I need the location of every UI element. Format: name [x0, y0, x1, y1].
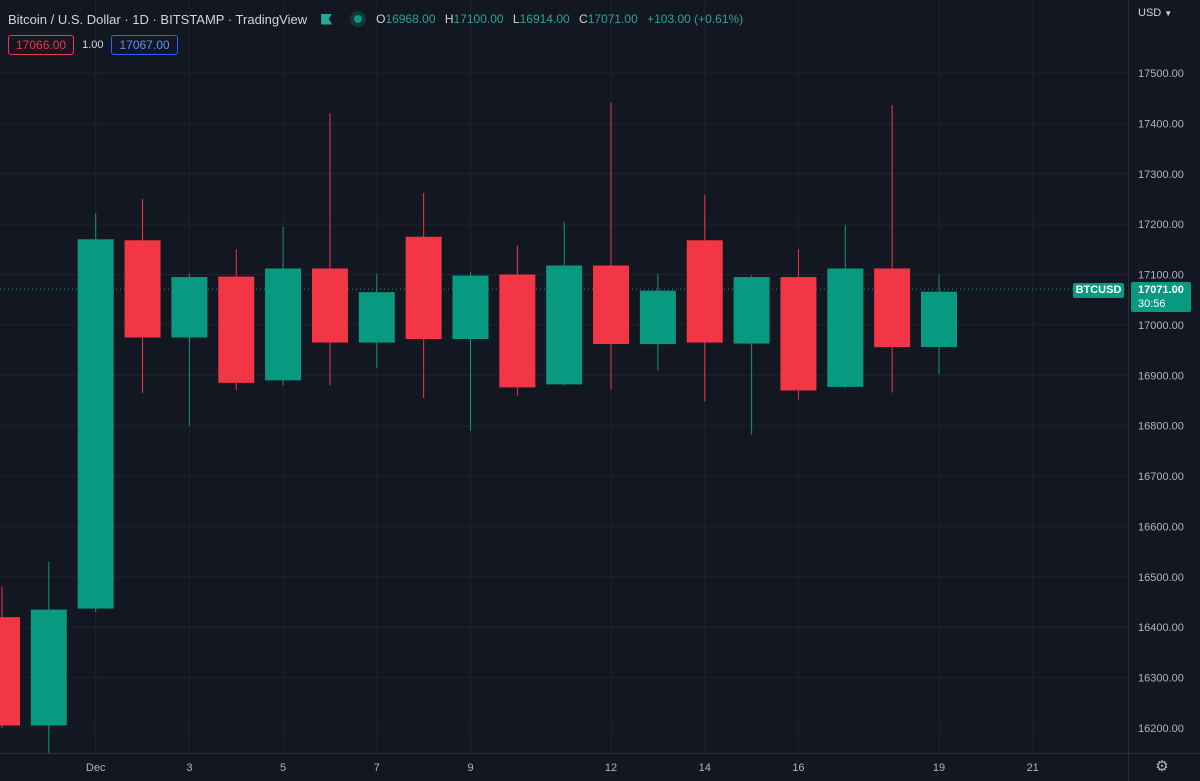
- candle-body: [499, 274, 536, 388]
- price-tick-label: 16400.00: [1138, 622, 1184, 634]
- candle-body: [30, 609, 67, 726]
- symbol-title[interactable]: Bitcoin / U.S. Dollar · 1D · BITSTAMP · …: [8, 11, 308, 27]
- ohlc-legend: O16968.00 H17100.00 L16914.00 C17071.00 …: [376, 12, 743, 26]
- open-value: 16968.00: [385, 12, 436, 26]
- candle-body: [874, 268, 911, 348]
- spread-value: 1.00: [82, 39, 104, 51]
- chevron-down-icon: ▼: [1164, 9, 1173, 18]
- candle-body: [639, 290, 676, 345]
- symbol-price-label: BTCUSD: [1073, 283, 1124, 298]
- candle-body: [405, 236, 442, 340]
- price-tick-label: 16200.00: [1138, 723, 1184, 735]
- market-status-icon: [354, 15, 363, 23]
- price-tick-label: 16800.00: [1138, 421, 1184, 433]
- price-tick-label: 16700.00: [1138, 471, 1184, 483]
- price-tick-label: 16900.00: [1138, 370, 1184, 382]
- candle-body: [358, 292, 395, 343]
- candle-body: [311, 268, 348, 343]
- price-change: +103.00 (+0.61%): [647, 12, 744, 26]
- buy-price-button[interactable]: 17067.00: [111, 35, 178, 55]
- high-label: H: [444, 12, 454, 26]
- price-tick-label: 17000.00: [1138, 320, 1184, 332]
- gear-icon[interactable]: ⚙: [1155, 758, 1169, 775]
- candle-body: [921, 291, 957, 348]
- sell-price-button[interactable]: 17066.00: [8, 35, 75, 55]
- price-tick-label: 16300.00: [1138, 673, 1184, 685]
- time-tick-label: 16: [792, 762, 804, 774]
- chart-header: Bitcoin / U.S. Dollar · 1D · BITSTAMP · …: [8, 10, 743, 28]
- time-tick-label: 5: [280, 762, 286, 774]
- candle-body: [546, 265, 583, 385]
- candle-body: [171, 277, 208, 338]
- price-tick-label: 17100.00: [1138, 270, 1184, 282]
- candle-body: [218, 276, 255, 383]
- trade-price-row: 17066.00 1.00 17067.00: [8, 35, 178, 55]
- currency-select[interactable]: USD ▼: [1138, 7, 1172, 19]
- time-tick-label: 19: [933, 762, 945, 774]
- candle-body: [0, 617, 20, 726]
- flag-icon[interactable]: [321, 13, 333, 25]
- time-tick-label: 9: [467, 762, 473, 774]
- candle-body: [686, 240, 723, 343]
- close-label: C: [579, 12, 588, 26]
- low-label: L: [512, 12, 520, 26]
- candle-body: [452, 275, 489, 340]
- currency-label: USD: [1138, 7, 1162, 19]
- price-tick-label: 16600.00: [1138, 521, 1184, 533]
- low-value: 16914.00: [519, 12, 570, 26]
- candle-body: [827, 268, 864, 387]
- price-tick-label: 17300.00: [1138, 169, 1184, 181]
- close-value: 17071.00: [587, 12, 638, 26]
- high-value: 17100.00: [453, 12, 504, 26]
- candle-body: [124, 240, 161, 338]
- time-tick-label: 21: [1027, 762, 1039, 774]
- time-tick-label: 7: [374, 762, 380, 774]
- price-tick-label: 17400.00: [1138, 118, 1184, 130]
- time-tick-label: Dec: [86, 762, 106, 774]
- time-tick-label: 12: [605, 762, 617, 774]
- open-label: O: [376, 12, 386, 26]
- price-tick-label: 17200.00: [1138, 219, 1184, 231]
- candle-body: [593, 265, 630, 345]
- candle-body: [77, 239, 114, 609]
- price-tick-label: 17500.00: [1138, 68, 1184, 80]
- candle-body: [780, 277, 817, 391]
- price-tick-label: 16500.00: [1138, 572, 1184, 584]
- time-tick-label: 14: [699, 762, 711, 774]
- candle-body: [265, 268, 302, 381]
- bar-countdown: 30:56: [1138, 298, 1166, 310]
- last-price-label: 17071.00 30:56: [1131, 282, 1191, 312]
- last-price-value: 17071.00: [1138, 284, 1184, 296]
- candle-body: [733, 277, 770, 344]
- time-tick-label: 3: [186, 762, 192, 774]
